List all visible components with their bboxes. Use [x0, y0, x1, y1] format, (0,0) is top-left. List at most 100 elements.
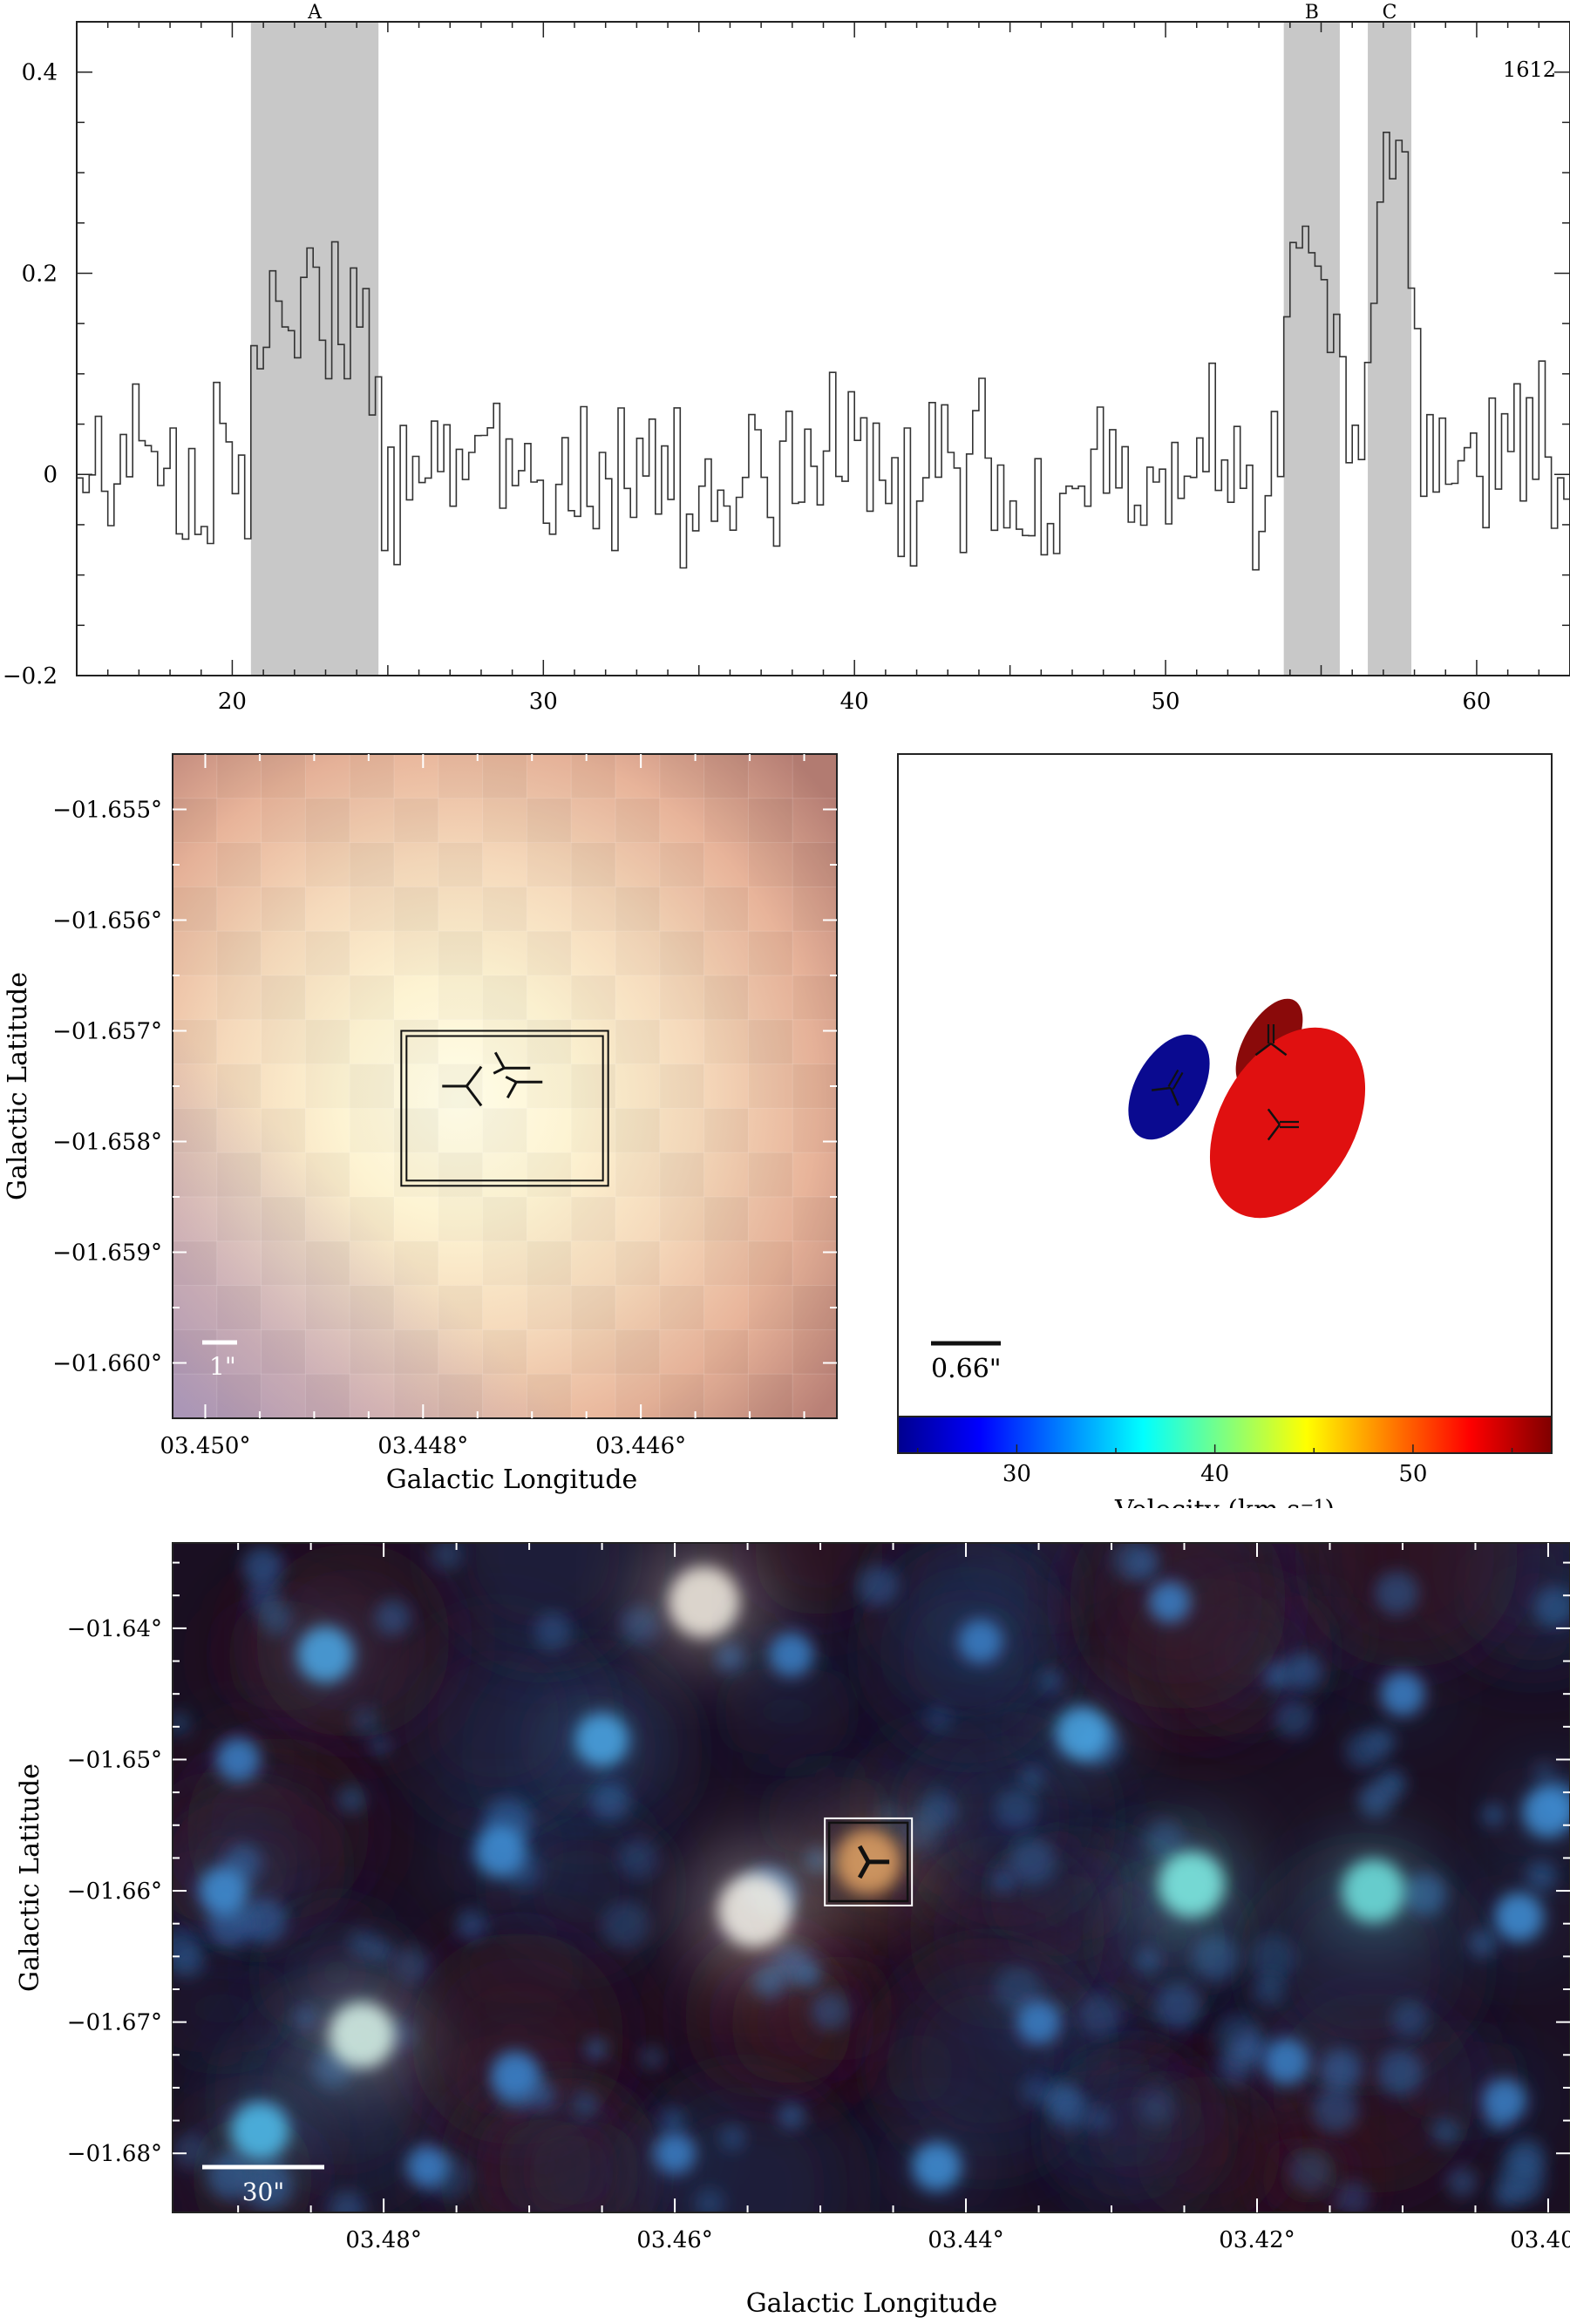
pixel — [482, 798, 527, 844]
pixel — [304, 842, 350, 887]
star — [1494, 1892, 1544, 1942]
pixel — [526, 1240, 572, 1287]
pixel — [482, 886, 527, 932]
spectrum-annotation: 1612 — [1503, 58, 1556, 82]
pixel — [570, 975, 616, 1021]
pixel — [172, 1107, 218, 1153]
pixel — [792, 975, 838, 1021]
faint-star — [173, 2133, 208, 2169]
pixel — [526, 753, 572, 799]
pixel — [172, 1019, 218, 1065]
faint-star — [1249, 1934, 1297, 1982]
pixel — [703, 886, 749, 932]
faint-star — [1377, 2049, 1424, 2096]
pixel — [438, 753, 484, 799]
faint-star — [1335, 2181, 1370, 2212]
nebula-patch — [401, 1622, 595, 1816]
pixel — [526, 1107, 572, 1153]
pixel — [261, 842, 306, 887]
faint-star — [1078, 1993, 1122, 2037]
pixel — [393, 1019, 439, 1065]
colorbar-tick-label: 40 — [1200, 1461, 1229, 1487]
y-tick-label: −01.658° — [52, 1130, 162, 1156]
pixel — [438, 1285, 484, 1330]
pixel — [615, 1240, 661, 1287]
wide-x-axis: 03.48° 03.46° 03.44° 03.42° 03.40° — [237, 1543, 1570, 2253]
pixel — [261, 1019, 306, 1065]
wide-field-panel: 30" 03.48° 03.46° 03.44° 03.42° 03.40° −01.6… — [0, 1517, 1570, 2321]
velocity-panel: 0.66" 30 40 50 Velocity (km s⁻¹) — [872, 741, 1570, 1526]
pixel — [570, 886, 616, 932]
pixel — [747, 1373, 793, 1419]
pixel — [216, 1019, 262, 1065]
pixel — [570, 1152, 616, 1198]
x-tick-label: 03.44° — [928, 2227, 1003, 2253]
faint-star — [1391, 2001, 1428, 2037]
pixel — [349, 1152, 395, 1198]
pixel — [438, 1019, 484, 1065]
faint-star — [1020, 1765, 1045, 1791]
faint-star — [1533, 1586, 1570, 1627]
pixel — [703, 1063, 749, 1109]
pixel — [526, 1063, 572, 1109]
faint-star — [778, 2103, 805, 2130]
y-tick-label: −01.67° — [67, 2010, 162, 2036]
x-tick-label: 03.42° — [1219, 2227, 1295, 2253]
spot-marker — [1254, 1024, 1288, 1057]
star — [215, 1737, 261, 1782]
y-tick-label: −01.656° — [52, 908, 162, 934]
pixel — [393, 1328, 439, 1375]
pixel — [659, 975, 705, 1021]
pixel — [526, 930, 572, 976]
region-label-C: C — [1383, 2, 1397, 24]
pixel — [393, 1196, 439, 1242]
faint-star — [1111, 1543, 1152, 1580]
pixel — [703, 975, 749, 1021]
pixel — [304, 930, 350, 976]
y-tick-label: −01.64° — [67, 1616, 162, 1642]
pixel — [703, 1328, 749, 1375]
pixel — [615, 1107, 661, 1153]
pixel — [747, 975, 793, 1021]
pixel — [349, 1328, 395, 1375]
pixel — [172, 1152, 218, 1198]
star — [1149, 1580, 1191, 1623]
star — [769, 1632, 813, 1677]
target-box — [824, 1817, 914, 1906]
zoom-ylabel: Galactic Latitude — [3, 972, 33, 1200]
pixel — [438, 1063, 484, 1109]
nebula-patch — [1059, 2057, 1210, 2207]
region-B — [1283, 22, 1340, 676]
pixel — [349, 753, 395, 799]
x-tick-label: 03.40° — [1510, 2227, 1570, 2253]
wide-scalebar-label: 30" — [242, 2178, 285, 2206]
pixel — [216, 1196, 262, 1242]
pixel — [659, 1019, 705, 1065]
zoom-map: 1" 03.450° 03.448° 03.446° −01.655° −01.656… — [3, 753, 838, 1495]
x-axis: 20 30 40 50 60 — [106, 22, 1570, 715]
faint-star — [720, 2125, 745, 2151]
colorbar-tick-label: 30 — [1002, 1461, 1031, 1487]
faint-star — [374, 1599, 411, 1636]
nebula-patch — [751, 1543, 887, 1618]
pixel — [792, 842, 838, 887]
pixel — [261, 930, 306, 976]
zoom-y-axis: −01.655° −01.656° −01.657° −01.658° −01.659°… — [52, 798, 837, 1377]
y-tick-label: −01.66° — [67, 1879, 162, 1905]
pixel — [792, 930, 838, 976]
faint-star — [995, 1788, 1037, 1831]
pixel — [482, 1328, 527, 1375]
region-label-A: A — [307, 2, 323, 24]
star — [1522, 1786, 1570, 1838]
pixel — [438, 1328, 484, 1375]
faint-star — [992, 1869, 1015, 1892]
pixel — [349, 1240, 395, 1287]
pixel — [304, 1107, 350, 1153]
nebula-patch — [440, 1543, 646, 1655]
pixel — [261, 1240, 306, 1287]
spectrum-line — [77, 132, 1570, 571]
pixel — [438, 1373, 484, 1419]
pixel — [349, 1019, 395, 1065]
faint-star — [1358, 1783, 1393, 1818]
pixel — [393, 930, 439, 976]
